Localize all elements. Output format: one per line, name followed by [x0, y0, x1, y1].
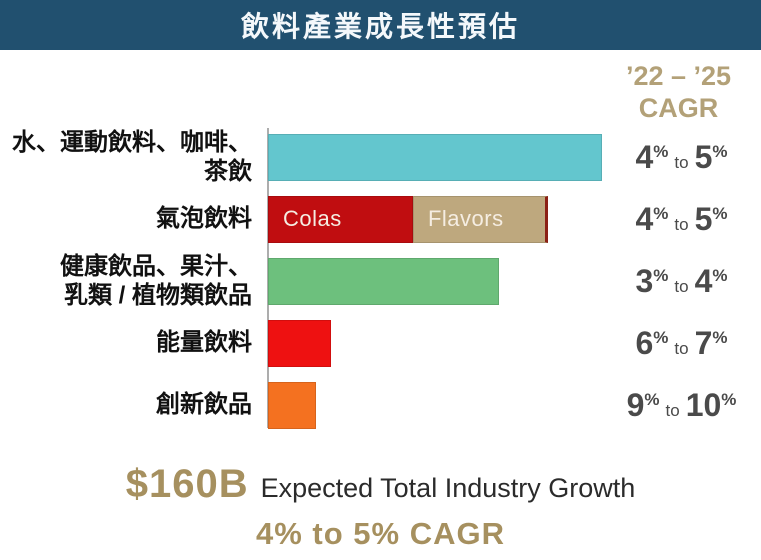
cagr-high: 4 [694, 262, 713, 299]
row-label-line: 創新飲品 [156, 391, 252, 419]
total-growth-amount: $160B [125, 462, 249, 506]
bar-segment [268, 257, 500, 305]
chart-title-bar: 飲料產業成長性預估 [0, 0, 761, 50]
bar [268, 257, 602, 305]
to-word: to [674, 276, 689, 296]
chart-row: 氣泡飲料 Colas Flavors 4%to 5% [0, 188, 761, 250]
to-word: to [674, 214, 689, 234]
to-word: to [674, 152, 689, 172]
percent-sign: % [644, 389, 660, 409]
bar-area [268, 133, 602, 181]
cagr-value: 4%to 5% [602, 201, 761, 238]
bar-segment: Flavors [412, 195, 548, 243]
percent-sign: % [712, 327, 728, 347]
chart-row: 創新飲品 9%to 10% [0, 374, 761, 436]
row-label: 水、運動飲料、咖啡、 茶飲 [0, 128, 252, 187]
chart-row: 健康飲品、果汁、 乳類 / 植物類飲品 3%to 4% [0, 250, 761, 312]
row-label-line: 乳類 / 植物類飲品 [63, 282, 252, 309]
cagr-value: 4%to 5% [602, 139, 761, 176]
cagr-header-label: CAGR [638, 93, 719, 124]
cagr-low: 9 [626, 386, 645, 423]
cagr-high: 10 [685, 386, 722, 423]
row-label: 創新飲品 [0, 390, 252, 419]
row-label-line: 茶飲 [204, 158, 252, 185]
bar-area: Colas Flavors [268, 195, 602, 243]
cagr-high: 5 [694, 138, 713, 175]
bar-area [268, 257, 602, 305]
cagr-high: 5 [694, 200, 713, 237]
row-label: 健康飲品、果汁、 乳類 / 植物類飲品 [0, 252, 252, 311]
bar-segment [268, 319, 332, 367]
cagr-low: 3 [635, 262, 654, 299]
cagr-high: 7 [694, 324, 713, 361]
percent-sign: % [721, 389, 737, 409]
cagr-low: 6 [635, 324, 654, 361]
percent-sign: % [712, 203, 728, 223]
row-label-line: 健康飲品、果汁、 [60, 252, 252, 280]
chart-row: 能量飲料 6%to 7% [0, 312, 761, 374]
bar-segment-label: Colas [283, 206, 342, 231]
bar [268, 319, 602, 367]
cagr-value: 3%to 4% [602, 263, 761, 300]
bar: Colas Flavors [268, 195, 602, 243]
percent-sign: % [653, 265, 669, 285]
footer: $160B Expected Total Industry Growth 4% t… [0, 462, 761, 552]
bar [268, 381, 602, 429]
to-word: to [665, 400, 680, 420]
row-label-line: 水、運動飲料、咖啡、 [12, 128, 252, 156]
bar-chart: 水、運動飲料、咖啡、 茶飲 4%to 5% 氣泡飲料 Colas Flavors 4… [0, 126, 761, 436]
percent-sign: % [653, 141, 669, 161]
chart-title: 飲料產業成長性預估 [240, 11, 520, 42]
total-growth-line: $160B Expected Total Industry Growth [0, 462, 761, 507]
bar-segment [268, 381, 317, 429]
total-growth-text: Expected Total Industry Growth [260, 473, 636, 503]
cagr-low: 4 [635, 138, 654, 175]
percent-sign: % [653, 203, 669, 223]
overall-cagr-text: 4% to 5% CAGR [256, 516, 505, 551]
bar-segment-label: Flavors [427, 206, 504, 231]
row-label-line: 氣泡飲料 [156, 205, 252, 233]
bar-area [268, 381, 602, 429]
percent-sign: % [712, 141, 728, 161]
bar-area [268, 319, 602, 367]
row-label: 能量飲料 [0, 328, 252, 357]
percent-sign: % [712, 265, 728, 285]
cagr-value: 9%to 10% [602, 387, 761, 424]
row-label-line: 能量飲料 [156, 329, 252, 357]
to-word: to [674, 338, 689, 358]
row-label: 氣泡飲料 [0, 204, 252, 233]
cagr-header-years: ’22 – ’25 [625, 61, 732, 91]
cagr-value: 6%to 7% [602, 325, 761, 362]
cagr-column-header: ’22 – ’25 CAGR [596, 60, 761, 125]
bar-segment: Colas [268, 195, 413, 243]
bar [268, 133, 602, 181]
bar-segment [268, 133, 602, 181]
percent-sign: % [653, 327, 669, 347]
cagr-low: 4 [635, 200, 654, 237]
chart-row: 水、運動飲料、咖啡、 茶飲 4%to 5% [0, 126, 761, 188]
